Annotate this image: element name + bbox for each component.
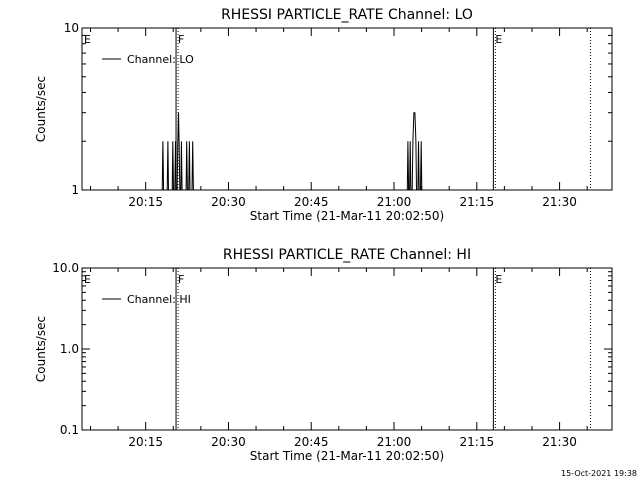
y-axis-label: Counts/sec	[34, 316, 48, 382]
chart-title: RHESSI PARTICLE_RATE Channel: HI	[223, 247, 471, 263]
legend-label: Channel: LO	[127, 53, 194, 66]
x-axis-label: Start Time (21-Mar-11 20:02:50)	[250, 449, 444, 463]
chart-title: RHESSI PARTICLE_RATE Channel: LO	[221, 7, 473, 23]
x-tick-label: 21:00	[377, 435, 412, 449]
marker-label: F	[178, 273, 184, 286]
marker-label: E	[84, 33, 91, 46]
marker-label: E	[495, 273, 502, 286]
x-tick-label: 20:15	[128, 435, 163, 449]
series-line	[161, 112, 423, 191]
panel-hi: RHESSI PARTICLE_RATE Channel: HI 0.1 1.0 10…	[34, 247, 613, 463]
marker-label: E	[84, 273, 91, 286]
y-axis-label: Counts/sec	[34, 76, 48, 142]
y-tick-label: 10.0	[52, 261, 79, 275]
x-tick-label: 21:15	[460, 195, 495, 209]
marker-label: E	[495, 33, 502, 46]
x-tick-label: 20:15	[128, 195, 163, 209]
x-tick-label: 20:45	[294, 195, 329, 209]
footer-timestamp: 15-Oct-2021 19:38	[561, 469, 637, 478]
x-tick-label: 21:15	[460, 435, 495, 449]
marker-label: F	[178, 33, 184, 46]
x-tick-label: 20:45	[294, 435, 329, 449]
x-tick-label: 20:30	[211, 195, 246, 209]
y-tick-label: 10	[64, 21, 79, 35]
y-tick-label: 0.1	[60, 423, 79, 437]
x-tick-label: 20:30	[211, 435, 246, 449]
y-tick-label: 1	[71, 183, 79, 197]
x-tick-label: 21:30	[542, 195, 577, 209]
x-axis-label: Start Time (21-Mar-11 20:02:50)	[250, 209, 444, 223]
panel-lo: RHESSI PARTICLE_RATE Channel: LO 1 10 20:15…	[34, 7, 613, 223]
x-tick-label: 21:00	[377, 195, 412, 209]
legend-label: Channel: HI	[127, 293, 191, 306]
x-tick-label: 21:30	[542, 435, 577, 449]
y-tick-label: 1.0	[60, 342, 79, 356]
